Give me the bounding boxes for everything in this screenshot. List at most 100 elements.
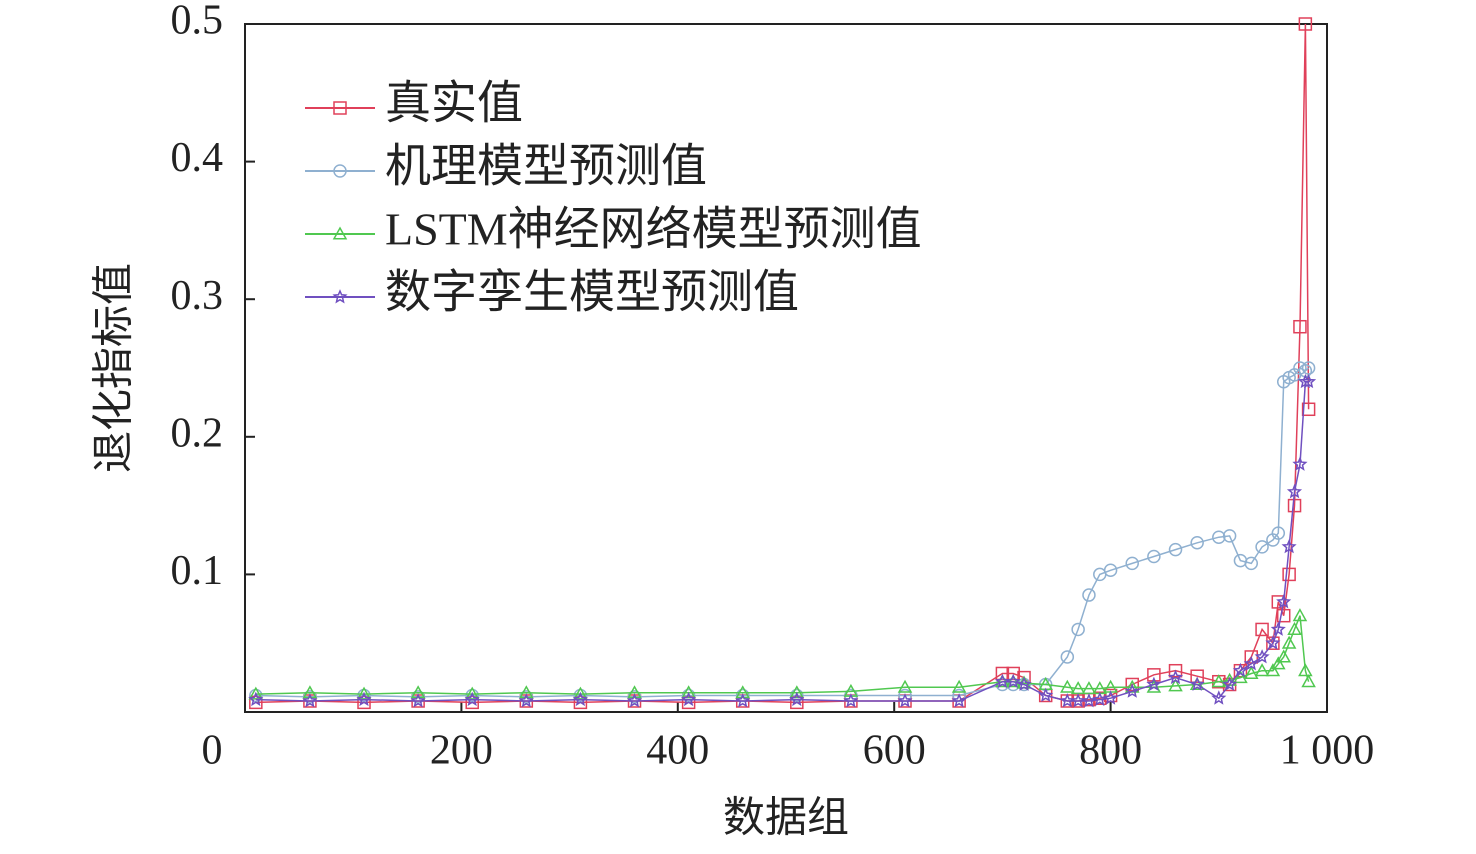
marker	[1301, 373, 1317, 389]
marker	[1265, 663, 1281, 677]
marker	[333, 164, 347, 178]
marker	[1189, 676, 1205, 691]
marker	[1124, 683, 1140, 698]
plot-frame	[244, 23, 1328, 713]
marker	[1168, 663, 1183, 678]
marker	[897, 679, 913, 693]
marker	[1254, 649, 1270, 664]
marker	[1060, 679, 1075, 693]
marker	[1276, 593, 1292, 609]
marker	[1082, 588, 1096, 602]
marker	[1243, 655, 1259, 671]
y-tick-label: 0.1	[171, 548, 224, 594]
x-tick-label: 1 000	[1280, 728, 1375, 774]
y-tick-label: 0.5	[171, 0, 224, 44]
marker	[1081, 693, 1097, 708]
y-axis-title: 退化指标值	[92, 263, 138, 473]
marker	[249, 695, 263, 710]
marker	[789, 685, 805, 699]
marker	[410, 685, 426, 699]
marker	[572, 691, 588, 707]
marker	[627, 685, 642, 699]
marker	[1271, 656, 1286, 670]
marker	[1292, 456, 1308, 471]
marker	[1255, 540, 1269, 554]
marker	[1232, 662, 1248, 678]
marker	[332, 289, 348, 304]
marker	[1281, 538, 1297, 554]
marker	[410, 693, 426, 708]
marker	[790, 695, 804, 710]
marker	[735, 693, 751, 708]
marker	[1254, 663, 1270, 677]
marker	[843, 693, 859, 708]
marker	[1222, 529, 1237, 543]
legend-label: 机理模型预测值	[385, 141, 707, 192]
marker	[1125, 556, 1139, 571]
marker	[1255, 622, 1269, 637]
marker	[1016, 676, 1032, 691]
marker	[518, 693, 534, 708]
marker	[1168, 542, 1183, 557]
marker	[1005, 673, 1021, 689]
marker	[1147, 549, 1161, 564]
marker	[464, 691, 480, 707]
marker	[356, 691, 372, 707]
marker	[1292, 608, 1308, 622]
marker	[1276, 649, 1291, 663]
marker	[357, 695, 371, 710]
marker	[573, 695, 588, 710]
marker	[1092, 691, 1108, 707]
marker	[1301, 674, 1316, 688]
y-tick-label: 0.3	[171, 273, 224, 319]
marker	[681, 685, 696, 699]
legend-label: LSTM神经网络模型预测值	[385, 204, 922, 255]
marker	[951, 679, 967, 693]
marker	[1212, 530, 1226, 544]
marker	[302, 685, 318, 699]
marker	[1287, 498, 1302, 513]
marker	[681, 695, 696, 710]
y-tick-label: 0.2	[171, 410, 224, 456]
marker	[302, 693, 318, 708]
marker	[1146, 676, 1162, 691]
marker	[1301, 402, 1316, 417]
marker	[332, 226, 348, 240]
marker	[1293, 319, 1307, 334]
marker	[1282, 567, 1296, 582]
series-line	[255, 615, 1310, 695]
marker	[1211, 690, 1227, 705]
marker	[789, 691, 805, 707]
marker	[995, 666, 1010, 681]
marker	[1281, 635, 1297, 649]
legend-label: 真实值	[385, 78, 523, 129]
marker	[626, 693, 643, 708]
marker	[1286, 483, 1303, 499]
x-tick-label: 400	[646, 728, 709, 774]
marker	[248, 691, 264, 707]
marker	[1270, 621, 1286, 636]
marker	[1038, 687, 1054, 702]
legend-label: 数字孪生模型预测值	[385, 267, 799, 318]
marker	[1244, 556, 1259, 571]
marker	[681, 691, 697, 707]
marker	[1125, 677, 1139, 692]
x-axis-title: 数据组	[723, 796, 849, 842]
marker	[1190, 536, 1204, 550]
marker	[1006, 666, 1020, 681]
x-tick-label: 200	[430, 728, 493, 774]
series-line	[255, 381, 1309, 702]
marker	[897, 693, 913, 708]
x-tick-label: 800	[1079, 728, 1142, 774]
marker	[1298, 663, 1313, 677]
marker	[1298, 17, 1313, 31]
y-tick-label: 0.4	[171, 135, 224, 181]
series-line	[255, 367, 1310, 698]
marker	[1103, 563, 1118, 578]
marker	[1103, 690, 1119, 705]
marker	[465, 695, 479, 710]
marker	[1276, 608, 1291, 623]
marker	[1243, 665, 1259, 680]
marker	[1167, 669, 1184, 685]
